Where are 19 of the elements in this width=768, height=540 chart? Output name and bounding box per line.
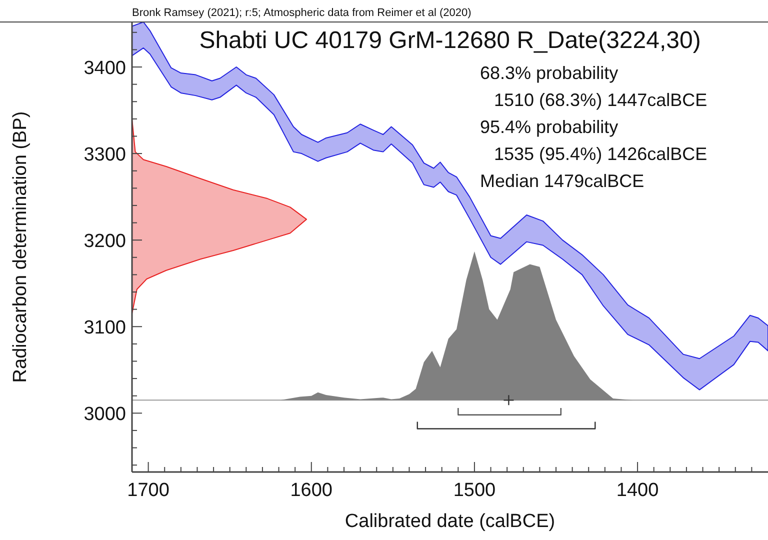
y-tick-label: 3000	[84, 404, 126, 426]
x-axis-title: Calibrated date (calBCE)	[344, 511, 556, 532]
annotation: 68.3% probability	[480, 63, 618, 83]
y-tick-label: 3300	[84, 144, 126, 166]
y-axis-title: Radiocarbon determination (BP)	[10, 111, 31, 383]
annotation: 1535 (95.4%) 1426calBCE	[494, 144, 708, 164]
line-series	[132, 22, 768, 390]
x-tick-label: 1400	[616, 480, 659, 501]
y-tick-label: 3400	[84, 58, 126, 79]
x-tick-label: 1500	[453, 480, 496, 501]
y-tick-label: 3200	[84, 231, 126, 252]
annotation: 95.4% probability	[480, 117, 618, 137]
chart-title: Shabti UC 40179 GrM-12680 R_Date(3224,30)	[199, 27, 701, 54]
x-tick-label: 1700	[127, 480, 170, 501]
annotation: Median 1479calBCE	[480, 171, 644, 191]
x-tick-label: 1600	[290, 480, 333, 501]
annotation: 1510 (68.3%) 1447calBCE	[494, 90, 708, 110]
y-tick-label: 3100	[84, 318, 126, 339]
text: Bronk Ramsey (2021); r:5; Atmospheric data from Reimer et al (2020)	[132, 7, 472, 19]
